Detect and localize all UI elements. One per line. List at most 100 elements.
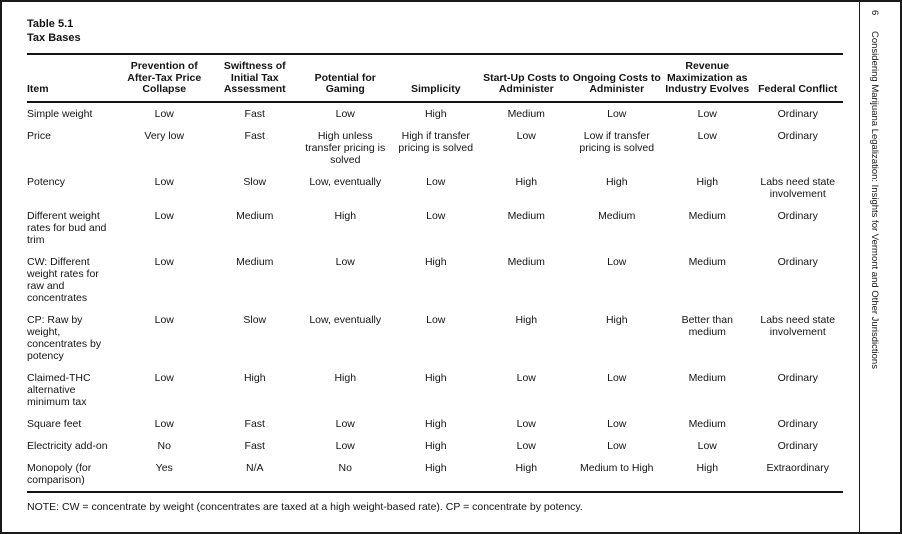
table-cell: High bbox=[515, 461, 538, 474]
column-header: Revenue Maximization as Industry Evolves bbox=[662, 54, 753, 103]
table-cell: Labs need state involvement bbox=[760, 175, 836, 200]
table-row: Simple weight Low Fast Low High Medium Low Low O… bbox=[27, 102, 843, 125]
table-cell: Low bbox=[697, 129, 717, 142]
table-cell: Low bbox=[426, 175, 446, 188]
table-cell: Medium bbox=[598, 209, 636, 222]
table-cell: Fast bbox=[244, 417, 265, 430]
table-cell: No bbox=[338, 461, 352, 474]
table-row: Claimed-THC alternative minimum tax Low Hi… bbox=[27, 367, 843, 413]
column-header: Swiftness of Initial Tax Assessment bbox=[209, 54, 300, 103]
page-number: 6 bbox=[869, 10, 880, 16]
table-cell: Fast bbox=[244, 107, 265, 120]
table-cell: Low if transfer pricing is solved bbox=[579, 129, 655, 154]
table-cell: Ordinary bbox=[777, 371, 818, 384]
column-header: Prevention of After-Tax Price Collapse bbox=[119, 54, 210, 103]
table-cell: High bbox=[515, 175, 538, 188]
table-cell: Low, eventually bbox=[309, 313, 382, 326]
table-cell: Yes bbox=[155, 461, 173, 474]
table-cell: Low bbox=[335, 439, 355, 452]
table-header: Item Prevention of After-Tax Price Collap… bbox=[27, 54, 843, 103]
table-cell: Very low bbox=[144, 129, 185, 142]
table-cell: High bbox=[334, 371, 357, 384]
table-cell: Low bbox=[607, 439, 627, 452]
table-cell: Low bbox=[335, 107, 355, 120]
table-cell: Low bbox=[154, 209, 174, 222]
table-cell: Low bbox=[154, 417, 174, 430]
table-cell: Low bbox=[154, 371, 174, 384]
column-header-item: Item bbox=[27, 54, 119, 103]
table-cell: High bbox=[243, 371, 266, 384]
table-cell: High unless transfer pricing is solved bbox=[305, 129, 386, 166]
table-cell: High bbox=[515, 313, 538, 326]
table-cell: Medium bbox=[688, 255, 726, 268]
table-row: Monopoly (for comparison) Yes N/A No High Hig… bbox=[27, 457, 843, 492]
table-cell: Low bbox=[335, 417, 355, 430]
table-cell: Ordinary bbox=[777, 107, 818, 120]
row-item-cell: Simple weight bbox=[27, 107, 93, 120]
table-cell: Ordinary bbox=[777, 439, 818, 452]
table-cell: Low bbox=[607, 255, 627, 268]
table-cell: Medium bbox=[688, 371, 726, 384]
table-cell: Better than medium bbox=[681, 313, 733, 338]
table-body: Simple weight Low Fast Low High Medium Low Low O… bbox=[27, 102, 843, 492]
table-cell: Fast bbox=[244, 439, 265, 452]
table-title-block: Table 5.1 Tax Bases bbox=[27, 17, 843, 45]
table-cell: Low bbox=[607, 371, 627, 384]
row-item-cell: CP: Raw by weight, concentrates by poten… bbox=[27, 313, 102, 362]
column-header: Federal Conflict bbox=[752, 54, 843, 103]
table-cell: Ordinary bbox=[777, 129, 818, 142]
table-cell: Low bbox=[697, 439, 717, 452]
table-row: Price Very low Fast High unless transfer pr… bbox=[27, 125, 843, 171]
table-cell: High bbox=[424, 417, 447, 430]
table-cell: Medium bbox=[507, 107, 545, 120]
margin-sidebar: 6 Considering Marijuana Legalization: In… bbox=[868, 10, 880, 528]
table-cell: High bbox=[424, 461, 447, 474]
table-cell: High bbox=[424, 255, 447, 268]
table-cell: Low bbox=[426, 313, 446, 326]
table-row: CW: Different weight rates for raw and c… bbox=[27, 251, 843, 309]
table-cell: Medium to High bbox=[579, 461, 654, 474]
table-row: Square feet Low Fast Low High Low Low Medium Ord… bbox=[27, 413, 843, 435]
row-item-cell: Electricity add-on bbox=[27, 439, 108, 452]
table-cell: Medium bbox=[236, 209, 274, 222]
margin-divider-line bbox=[859, 2, 860, 532]
table-label: Table 5.1 bbox=[27, 18, 74, 30]
table-cell: Low bbox=[335, 255, 355, 268]
row-item-cell: Monopoly (for comparison) bbox=[27, 461, 92, 486]
table-cell: Low bbox=[607, 417, 627, 430]
table-cell: High bbox=[696, 461, 719, 474]
column-header: Potential for Gaming bbox=[300, 54, 391, 103]
table-cell: High bbox=[605, 313, 628, 326]
table-cell: Slow bbox=[243, 175, 267, 188]
table-cell: Low bbox=[426, 209, 446, 222]
table-cell: N/A bbox=[245, 461, 264, 474]
column-header: Start-Up Costs to Administer bbox=[481, 54, 572, 103]
table-cell: Low bbox=[154, 107, 174, 120]
table-cell: Ordinary bbox=[777, 209, 818, 222]
table-cell: Fast bbox=[244, 129, 265, 142]
table-cell: High bbox=[605, 175, 628, 188]
table-cell: High bbox=[696, 175, 719, 188]
table-cell: Low bbox=[154, 313, 174, 326]
table-row: CP: Raw by weight, concentrates by poten… bbox=[27, 309, 843, 367]
row-item-cell: Price bbox=[27, 129, 51, 142]
table-cell: Medium bbox=[507, 209, 545, 222]
table-cell: Medium bbox=[507, 255, 545, 268]
table-note: NOTE: CW = concentrate by weight (concen… bbox=[27, 500, 583, 513]
table-cell: Low, eventually bbox=[309, 175, 382, 188]
running-title: Considering Marijuana Legalization: Insi… bbox=[869, 30, 880, 369]
tax-bases-table: Item Prevention of After-Tax Price Collap… bbox=[27, 53, 843, 493]
table-cell: Low bbox=[697, 107, 717, 120]
table-row: Potency Low Slow Low, eventually Low High High… bbox=[27, 171, 843, 205]
column-header: Ongoing Costs to Administer bbox=[571, 54, 662, 103]
table-cell: High bbox=[424, 439, 447, 452]
row-item-cell: Square feet bbox=[27, 417, 82, 430]
table-cell: Ordinary bbox=[777, 255, 818, 268]
table-cell: Ordinary bbox=[777, 417, 818, 430]
table-row: Electricity add-on No Fast Low High Low Low Low… bbox=[27, 435, 843, 457]
row-item-cell: Potency bbox=[27, 175, 65, 188]
table-cell: No bbox=[157, 439, 171, 452]
table-title: Tax Bases bbox=[27, 32, 81, 44]
row-item-cell: Claimed-THC alternative minimum tax bbox=[27, 371, 91, 408]
